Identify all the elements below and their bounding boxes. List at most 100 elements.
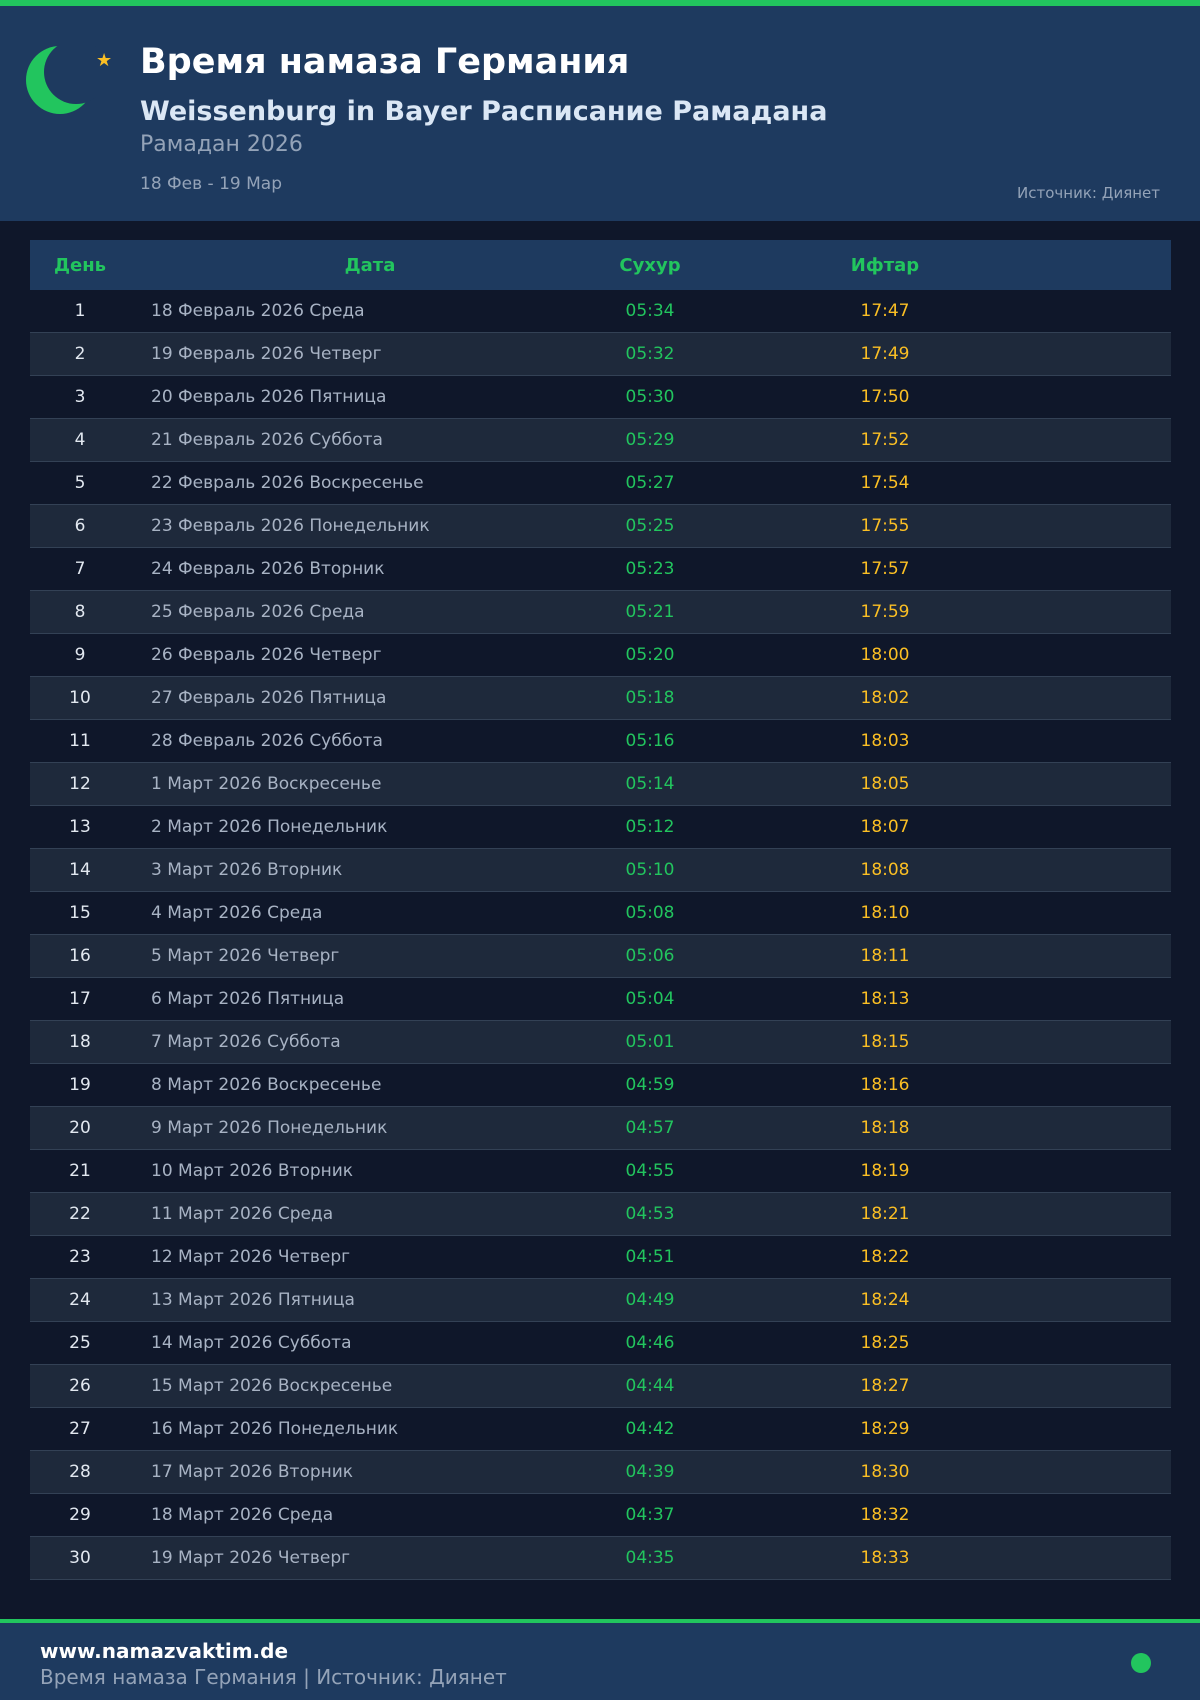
table-row: 28 17 Март 2026 Вторник 04:39 18:30: [30, 1451, 1171, 1494]
day-cell: 26: [69, 1376, 91, 1396]
iftar-cell: 17:52: [860, 430, 910, 450]
iftar-cell: 18:13: [860, 989, 910, 1009]
day-cell: 6: [74, 516, 86, 536]
day-cell: 16: [69, 946, 91, 966]
day-cell: 1: [74, 301, 86, 321]
suhoor-cell: 04:39: [625, 1462, 675, 1482]
iftar-cell: 18:30: [860, 1462, 910, 1482]
day-cell: 15: [69, 903, 91, 923]
suhoor-cell: 05:04: [625, 989, 675, 1009]
iftar-cell: 18:29: [860, 1419, 910, 1439]
date-cell: 3 Март 2026 Вторник: [151, 860, 343, 880]
date-cell: 26 Февраль 2026 Четверг: [151, 645, 382, 665]
col-suhoor: Сухур: [619, 254, 681, 276]
suhoor-cell: 05:12: [625, 817, 675, 837]
table-row: 12 1 Март 2026 Воскресенье 05:14 18:05: [30, 763, 1171, 806]
iftar-cell: 17:54: [860, 473, 910, 493]
star-icon: ★: [96, 50, 113, 71]
iftar-cell: 17:49: [860, 344, 910, 364]
date-cell: 1 Март 2026 Воскресенье: [151, 774, 382, 794]
top-accent-bar: [0, 0, 1200, 6]
date-cell: 22 Февраль 2026 Воскресенье: [151, 473, 424, 493]
page-footer: www.namazvaktim.de Время намаза Германия…: [0, 1623, 1200, 1700]
day-cell: 18: [69, 1032, 91, 1052]
iftar-cell: 17:50: [860, 387, 910, 407]
day-cell: 29: [69, 1505, 91, 1525]
day-cell: 9: [74, 645, 86, 665]
table-row: 22 11 Март 2026 Среда 04:53 18:21: [30, 1193, 1171, 1236]
source-label: Источник: Диянет: [1017, 184, 1160, 202]
date-cell: 23 Февраль 2026 Понедельник: [151, 516, 430, 536]
table-row: 8 25 Февраль 2026 Среда 05:21 17:59: [30, 591, 1171, 634]
iftar-cell: 18:33: [860, 1548, 910, 1568]
iftar-cell: 18:21: [860, 1204, 910, 1224]
iftar-cell: 17:57: [860, 559, 910, 579]
date-cell: 17 Март 2026 Вторник: [151, 1462, 354, 1482]
day-cell: 25: [69, 1333, 91, 1353]
table-row: 2 19 Февраль 2026 Четверг 05:32 17:49: [30, 333, 1171, 376]
date-cell: 18 Февраль 2026 Среда: [151, 301, 365, 321]
footer-text: Время намаза Германия | Источник: Диянет: [40, 1665, 507, 1689]
suhoor-cell: 05:29: [625, 430, 675, 450]
date-cell: 10 Март 2026 Вторник: [151, 1161, 354, 1181]
day-cell: 24: [69, 1290, 91, 1310]
date-cell: 24 Февраль 2026 Вторник: [151, 559, 385, 579]
footer-accent-line: [0, 1619, 1200, 1623]
date-cell: 9 Март 2026 Понедельник: [151, 1118, 388, 1138]
day-cell: 20: [69, 1118, 91, 1138]
iftar-cell: 18:15: [860, 1032, 910, 1052]
ramadan-year: Рамадан 2026: [140, 132, 303, 157]
suhoor-cell: 05:34: [625, 301, 675, 321]
day-cell: 23: [69, 1247, 91, 1267]
iftar-cell: 17:47: [860, 301, 910, 321]
iftar-cell: 18:24: [860, 1290, 910, 1310]
day-cell: 12: [69, 774, 91, 794]
table-body: 1 18 Февраль 2026 Среда 05:34 17:47 2 19 Февр…: [30, 290, 1171, 1580]
page-header: ★ Время намаза Германия Weissenburg in B…: [0, 6, 1200, 221]
day-cell: 10: [69, 688, 91, 708]
day-cell: 17: [69, 989, 91, 1009]
date-cell: 5 Март 2026 Четверг: [151, 946, 340, 966]
iftar-cell: 18:16: [860, 1075, 910, 1095]
ramadan-table: День Дата Сухур Ифтар 1 18 Февраль 2026 С…: [30, 240, 1171, 1580]
date-cell: 16 Март 2026 Понедельник: [151, 1419, 399, 1439]
day-cell: 11: [69, 731, 91, 751]
date-cell: 19 Февраль 2026 Четверг: [151, 344, 382, 364]
suhoor-cell: 04:51: [625, 1247, 675, 1267]
date-cell: 15 Март 2026 Воскресенье: [151, 1376, 393, 1396]
col-date: Дата: [344, 254, 396, 276]
date-cell: 8 Март 2026 Воскресенье: [151, 1075, 382, 1095]
day-cell: 14: [69, 860, 91, 880]
date-cell: 6 Март 2026 Пятница: [151, 989, 345, 1009]
table-row: 30 19 Март 2026 Четверг 04:35 18:33: [30, 1537, 1171, 1580]
iftar-cell: 18:02: [860, 688, 910, 708]
suhoor-cell: 05:10: [625, 860, 675, 880]
date-cell: 7 Март 2026 Суббота: [151, 1032, 341, 1052]
table-row: 4 21 Февраль 2026 Суббота 05:29 17:52: [30, 419, 1171, 462]
day-cell: 19: [69, 1075, 91, 1095]
site-link[interactable]: www.namazvaktim.de: [40, 1639, 289, 1663]
table-row: 11 28 Февраль 2026 Суббота 05:16 18:03: [30, 720, 1171, 763]
suhoor-cell: 05:30: [625, 387, 675, 407]
suhoor-cell: 05:25: [625, 516, 675, 536]
col-day: День: [53, 254, 107, 276]
suhoor-cell: 04:59: [625, 1075, 675, 1095]
iftar-cell: 18:10: [860, 903, 910, 923]
suhoor-cell: 05:08: [625, 903, 675, 923]
table-row: 13 2 Март 2026 Понедельник 05:12 18:07: [30, 806, 1171, 849]
suhoor-cell: 05:16: [625, 731, 675, 751]
table-row: 27 16 Март 2026 Понедельник 04:42 18:29: [30, 1408, 1171, 1451]
day-cell: 22: [69, 1204, 91, 1224]
day-cell: 28: [69, 1462, 91, 1482]
suhoor-cell: 05:01: [625, 1032, 675, 1052]
day-cell: 4: [74, 430, 86, 450]
suhoor-cell: 05:27: [625, 473, 675, 493]
col-iftar: Ифтар: [850, 254, 920, 276]
day-cell: 13: [69, 817, 91, 837]
table-row: 24 13 Март 2026 Пятница 04:49 18:24: [30, 1279, 1171, 1322]
suhoor-cell: 05:20: [625, 645, 675, 665]
table-row: 21 10 Март 2026 Вторник 04:55 18:19: [30, 1150, 1171, 1193]
page-title: Время намаза Германия: [140, 42, 630, 82]
date-cell: 28 Февраль 2026 Суббота: [151, 731, 383, 751]
suhoor-cell: 04:37: [625, 1505, 675, 1525]
